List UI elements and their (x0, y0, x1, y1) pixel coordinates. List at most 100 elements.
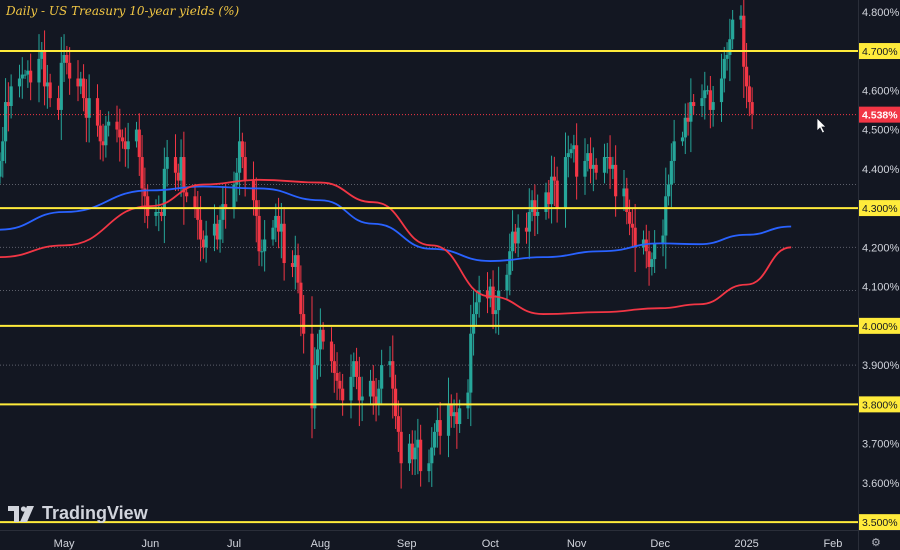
candle (708, 75, 712, 129)
level-label-3: 3.800% (862, 399, 898, 411)
candle (48, 73, 52, 108)
candle (744, 42, 749, 109)
candle (335, 352, 339, 400)
candle (446, 377, 451, 458)
candle (586, 144, 590, 172)
candle (68, 47, 72, 95)
y-tick-label: 3.900% (862, 360, 900, 372)
level-badge-3: 3.800% (859, 396, 900, 413)
candle (672, 119, 676, 184)
candle (430, 427, 434, 487)
candle (42, 30, 47, 106)
candle (380, 349, 384, 405)
candle (725, 42, 729, 71)
candle (221, 186, 225, 243)
y-axis[interactable]: 4.800% 4.600% 4.500% 4.400% 4.200% 4.100% 3.90… (862, 7, 900, 490)
candle (605, 142, 609, 174)
candle (547, 180, 551, 219)
current-price: 4.538% (0, 106, 900, 123)
candle (302, 295, 306, 354)
chart-title: Daily - US Treasury 10-year yields (%) (6, 4, 240, 18)
candle (739, 5, 743, 28)
candle (182, 131, 186, 225)
candle (625, 177, 629, 225)
candle (466, 379, 470, 419)
candle (644, 224, 648, 269)
candle (118, 108, 122, 162)
candle (20, 57, 24, 99)
candle (653, 230, 657, 273)
candle (299, 265, 303, 337)
candle (173, 134, 178, 191)
moving-averages (0, 178, 792, 315)
candle (140, 135, 144, 209)
candle (566, 135, 570, 178)
candle (98, 109, 102, 160)
candle (104, 116, 108, 158)
horizontal-levels[interactable]: 4.700% 4.300% 4.000% 3.800% 3.500% (0, 43, 900, 531)
candle (449, 394, 453, 428)
candle (81, 64, 86, 112)
level-label-0: 4.700% (862, 46, 898, 58)
x-tick-label: May (54, 538, 75, 550)
candle (719, 53, 724, 122)
candle (661, 219, 665, 257)
candle (527, 188, 531, 260)
candle (388, 346, 392, 378)
level-label-1: 4.300% (862, 203, 898, 215)
candle (0, 152, 2, 184)
candle (76, 60, 80, 102)
candle (1, 127, 5, 178)
candle (341, 373, 345, 416)
candle (692, 94, 696, 115)
x-tick-label: Jun (142, 538, 160, 550)
candle (29, 53, 33, 101)
candle (257, 200, 261, 266)
candle (614, 145, 618, 217)
candle (510, 210, 515, 271)
candle (293, 235, 297, 290)
tradingview-logo-text: TradingView (42, 503, 148, 523)
candle (427, 449, 431, 483)
candle (728, 18, 732, 82)
candle (154, 199, 158, 227)
candle (407, 434, 412, 471)
candle (235, 158, 239, 202)
candle (399, 407, 403, 489)
candle (101, 123, 105, 162)
candle (575, 123, 579, 200)
candle (360, 376, 364, 422)
candle (95, 84, 100, 137)
y-tick-label: 4.200% (862, 242, 900, 254)
candle (274, 203, 278, 243)
candle (485, 272, 490, 314)
x-tick-label: Nov (567, 538, 587, 550)
candle (647, 230, 651, 286)
candle (563, 132, 568, 228)
candle (689, 78, 693, 153)
candle (279, 202, 283, 259)
candle (329, 327, 334, 373)
candle (3, 78, 8, 164)
candle (611, 156, 615, 180)
candle (26, 60, 30, 88)
candle (157, 195, 161, 232)
candle (530, 190, 534, 222)
tradingview-logo[interactable]: TradingView (8, 503, 148, 524)
candle (271, 220, 275, 246)
current-price-badge (859, 106, 900, 123)
candle (608, 135, 612, 189)
ma-blue-line (0, 185, 792, 262)
candle (377, 380, 381, 416)
candle (666, 174, 671, 206)
level-label-2: 4.000% (862, 321, 898, 333)
candle (641, 230, 646, 255)
gear-icon[interactable]: ⚙ (871, 537, 881, 549)
candle (508, 233, 512, 296)
level-badge-0: 4.700% (859, 43, 900, 60)
candle (371, 365, 375, 415)
candle (310, 296, 314, 439)
